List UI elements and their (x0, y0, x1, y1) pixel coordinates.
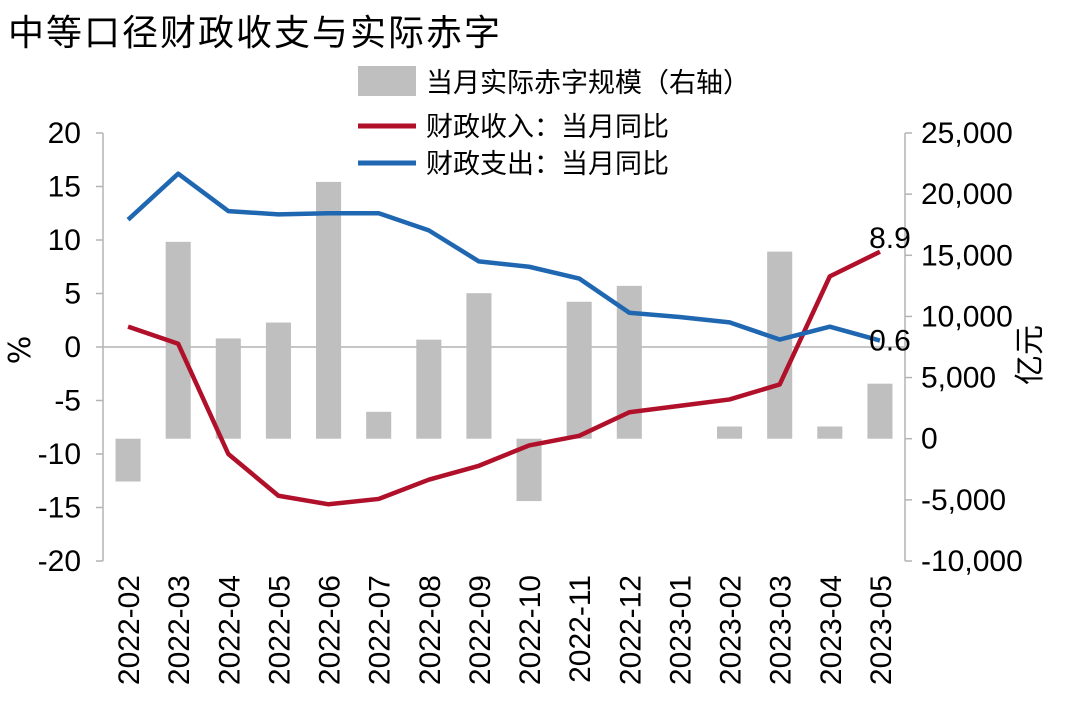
x-tick-label: 2022-11 (564, 575, 597, 683)
bar-2022-07 (366, 411, 392, 439)
right-tick-label: 5,000 (921, 362, 996, 395)
x-tick-label: 2023-04 (815, 575, 848, 685)
bar-2023-05 (867, 383, 893, 439)
bar-2023-02 (717, 426, 743, 439)
x-tick-label: 2022-08 (414, 575, 447, 685)
bar-2022-08 (416, 339, 442, 439)
x-tick-label: 2023-02 (715, 575, 748, 685)
bar-series (115, 181, 893, 502)
data-label: 8.9 (869, 222, 911, 255)
x-tick-label: 2022-05 (263, 575, 296, 685)
legend-label: 财政支出：当月同比 (426, 149, 669, 180)
line-series (126, 171, 881, 507)
legend-label: 当月实际赤字规模（右轴） (426, 68, 750, 99)
left-tick-label: 5 (64, 278, 81, 311)
x-tick-label: 2022-03 (163, 575, 196, 685)
series-line-1 (127, 249, 881, 507)
left-axis-title: % (3, 336, 38, 365)
right-axis-ticks: 25,000 20,000 15,000 10,000 5,000 0 -5,000 -10,… (905, 117, 1023, 578)
right-tick-label: 15,000 (921, 239, 1013, 272)
x-axis-ticks: 2022-02 2022-03 2022-04 2022-05 2022-06 2022-… (113, 575, 898, 685)
legend-label: 财政收入：当月同比 (426, 112, 669, 143)
right-tick-label: -10,000 (921, 545, 1023, 578)
right-tick-label: 25,000 (921, 117, 1013, 150)
data-label: 0.6 (869, 325, 911, 358)
right-axis-title: 亿元 (1013, 325, 1048, 385)
bar-2022-06 (316, 181, 342, 439)
x-tick-label: 2022-12 (614, 575, 647, 685)
data-labels: 8.9 0.6 (869, 222, 911, 358)
x-tick-label: 2022-04 (213, 575, 246, 685)
legend-swatch-bar (358, 66, 416, 96)
bar-2022-09 (466, 293, 492, 439)
bar-2023-04 (817, 426, 843, 439)
right-tick-label: -5,000 (921, 484, 1006, 517)
left-tick-label: -15 (38, 492, 81, 525)
x-tick-label: 2022-07 (364, 575, 397, 685)
x-tick-label: 2023-01 (664, 575, 697, 685)
left-tick-label: 20 (48, 117, 81, 150)
x-tick-label: 2023-03 (765, 575, 798, 685)
bar-2022-02 (115, 438, 141, 482)
bar-2022-04 (215, 338, 241, 439)
x-tick-label: 2022-10 (514, 575, 547, 685)
chart-title: 中等口径财政收支与实际赤字 (8, 13, 503, 54)
x-tick-label: 2023-05 (865, 575, 898, 685)
left-tick-label: 10 (48, 224, 81, 257)
right-tick-label: 10,000 (921, 300, 1013, 333)
left-axis-ticks: 20 15 10 5 0 -5 -10 -15 -20 (38, 117, 103, 578)
left-tick-label: -5 (54, 385, 81, 418)
bar-2023-03 (767, 251, 793, 439)
series-line-2 (126, 171, 881, 343)
x-tick-label: 2022-02 (113, 575, 146, 685)
left-tick-label: -20 (38, 545, 81, 578)
right-tick-label: 20,000 (921, 178, 1013, 211)
left-tick-label: -10 (38, 438, 81, 471)
bar-2022-05 (265, 322, 291, 439)
bar-2022-11 (566, 301, 592, 439)
left-tick-label: 0 (64, 331, 81, 364)
x-tick-label: 2022-06 (314, 575, 347, 685)
x-tick-label: 2022-09 (464, 575, 497, 685)
right-tick-label: 0 (921, 423, 938, 456)
left-tick-label: 15 (48, 171, 81, 204)
